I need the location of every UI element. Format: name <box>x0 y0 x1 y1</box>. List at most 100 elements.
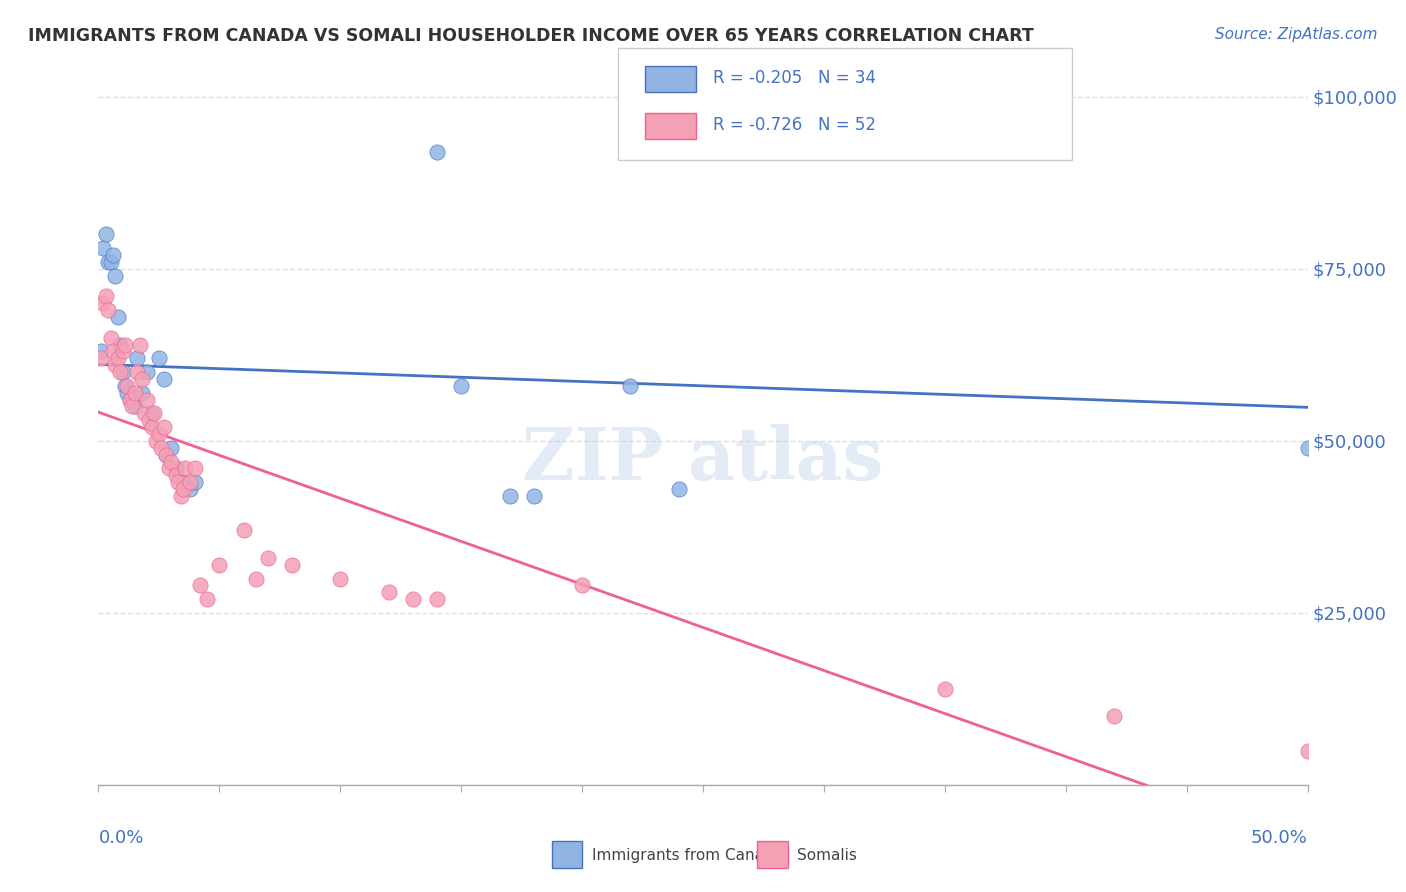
Point <box>232 524 254 538</box>
Point <box>172 482 194 496</box>
Point <box>668 482 690 496</box>
Point <box>377 585 399 599</box>
Point <box>118 392 141 407</box>
Point <box>117 379 139 393</box>
Point <box>104 268 127 283</box>
Point <box>143 406 166 420</box>
Point <box>152 420 174 434</box>
Point <box>256 550 278 565</box>
Point <box>619 379 641 393</box>
Point <box>155 448 177 462</box>
Point <box>165 468 187 483</box>
Point <box>111 344 134 359</box>
Point <box>131 372 153 386</box>
Point <box>127 351 149 366</box>
Point <box>188 578 211 592</box>
Point <box>498 489 520 503</box>
Point <box>108 365 131 379</box>
Point <box>157 461 180 475</box>
Text: R = -0.726   N = 52: R = -0.726 N = 52 <box>713 116 876 135</box>
Point <box>121 400 143 414</box>
Point <box>101 248 124 262</box>
Point <box>172 475 194 490</box>
Text: Immigrants from Canada: Immigrants from Canada <box>592 847 783 863</box>
Point <box>402 592 425 607</box>
Point <box>152 372 174 386</box>
Point <box>124 400 146 414</box>
Point <box>184 461 207 475</box>
Point <box>134 406 156 420</box>
Point <box>141 420 163 434</box>
Bar <box>645 113 696 139</box>
Point <box>148 351 170 366</box>
Point <box>94 289 117 303</box>
Point <box>174 461 197 475</box>
Text: IMMIGRANTS FROM CANADA VS SOMALI HOUSEHOLDER INCOME OVER 65 YEARS CORRELATION CH: IMMIGRANTS FROM CANADA VS SOMALI HOUSEHO… <box>28 27 1033 45</box>
Point <box>90 351 112 366</box>
Point <box>179 482 201 496</box>
Point <box>128 337 150 351</box>
Text: Source: ZipAtlas.com: Source: ZipAtlas.com <box>1215 27 1378 42</box>
Point <box>135 365 157 379</box>
Point <box>160 454 183 468</box>
Point <box>101 344 124 359</box>
Text: Somalis: Somalis <box>797 847 858 863</box>
Point <box>184 475 207 490</box>
Point <box>1296 441 1319 455</box>
Text: ZIP atlas: ZIP atlas <box>523 425 883 495</box>
Point <box>165 461 187 475</box>
Text: 0.0%: 0.0% <box>98 829 143 847</box>
Point <box>117 385 139 400</box>
Point <box>97 255 120 269</box>
Point <box>138 413 160 427</box>
Point <box>91 241 114 255</box>
Point <box>450 379 472 393</box>
Bar <box>551 840 582 868</box>
Point <box>104 358 127 372</box>
Point <box>118 392 141 407</box>
Point <box>281 558 304 572</box>
Point <box>167 475 190 490</box>
Bar <box>758 840 787 868</box>
Point <box>150 441 173 455</box>
Point <box>160 441 183 455</box>
Point <box>1296 743 1319 757</box>
Point <box>426 592 449 607</box>
FancyBboxPatch shape <box>619 48 1071 160</box>
Point <box>1102 709 1125 723</box>
Point <box>208 558 231 572</box>
Text: 50.0%: 50.0% <box>1251 829 1308 847</box>
Point <box>934 681 956 696</box>
Point <box>114 379 136 393</box>
Point <box>131 385 153 400</box>
Point <box>108 337 131 351</box>
Point <box>91 296 114 310</box>
Point <box>107 351 129 366</box>
Point <box>100 331 122 345</box>
Point <box>111 365 134 379</box>
Point <box>145 434 167 448</box>
Text: R = -0.205   N = 34: R = -0.205 N = 34 <box>713 70 876 87</box>
Bar <box>645 66 696 92</box>
Point <box>179 475 201 490</box>
Point <box>148 427 170 442</box>
Point <box>426 145 449 159</box>
Point <box>245 572 267 586</box>
Point <box>141 406 163 420</box>
Point <box>114 337 136 351</box>
Point <box>813 124 835 138</box>
Point <box>127 365 149 379</box>
Point <box>571 578 593 592</box>
Point <box>94 227 117 242</box>
Point <box>90 344 112 359</box>
Point <box>135 392 157 407</box>
Point <box>329 572 352 586</box>
Point <box>195 592 218 607</box>
Point <box>523 489 546 503</box>
Point <box>100 255 122 269</box>
Point <box>124 385 146 400</box>
Point <box>169 489 191 503</box>
Point <box>155 448 177 462</box>
Point <box>97 303 120 318</box>
Point <box>107 310 129 324</box>
